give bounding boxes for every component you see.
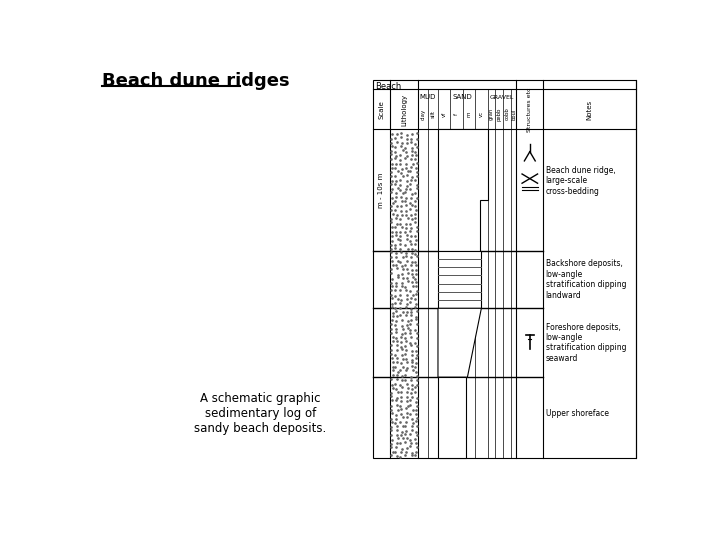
- Text: clay: clay: [420, 109, 426, 120]
- Text: cobb: cobb: [505, 107, 510, 120]
- Text: silt: silt: [431, 110, 436, 118]
- Polygon shape: [438, 377, 466, 457]
- Text: gran: gran: [489, 108, 494, 120]
- Text: pebb: pebb: [497, 107, 502, 121]
- Text: Beach: Beach: [375, 82, 402, 91]
- Polygon shape: [438, 251, 482, 308]
- Text: Beach dune ridges: Beach dune ridges: [102, 72, 289, 91]
- Text: MUD: MUD: [420, 94, 436, 100]
- Text: Beach dune ridge,
large-scale
cross-bedding: Beach dune ridge, large-scale cross-bedd…: [546, 166, 616, 196]
- Text: vc: vc: [479, 111, 484, 117]
- Text: Backshore deposits,
low-angle
stratification dipping
landward: Backshore deposits, low-angle stratifica…: [546, 259, 626, 300]
- Text: GRAVEL: GRAVEL: [490, 94, 514, 100]
- Bar: [373, 80, 636, 457]
- Text: f: f: [454, 113, 459, 115]
- Text: m: m: [467, 111, 472, 117]
- Text: A schematic graphic
sedimentary log of
sandy beach deposits.: A schematic graphic sedimentary log of s…: [194, 392, 326, 435]
- Polygon shape: [438, 130, 487, 251]
- Text: Upper shoreface: Upper shoreface: [546, 409, 608, 418]
- Text: vf: vf: [441, 111, 446, 117]
- Text: Structures etc: Structures etc: [527, 87, 532, 132]
- Text: Lithology: Lithology: [401, 93, 407, 125]
- Text: Scale: Scale: [379, 100, 384, 119]
- Text: SAND: SAND: [453, 94, 472, 100]
- Text: Notes: Notes: [587, 99, 593, 119]
- Text: boul: boul: [511, 109, 516, 120]
- Text: m - 10s m: m - 10s m: [379, 172, 384, 208]
- Text: Foreshore deposits,
low-angle
stratification dipping
seaward: Foreshore deposits, low-angle stratifica…: [546, 322, 626, 363]
- Polygon shape: [438, 308, 482, 377]
